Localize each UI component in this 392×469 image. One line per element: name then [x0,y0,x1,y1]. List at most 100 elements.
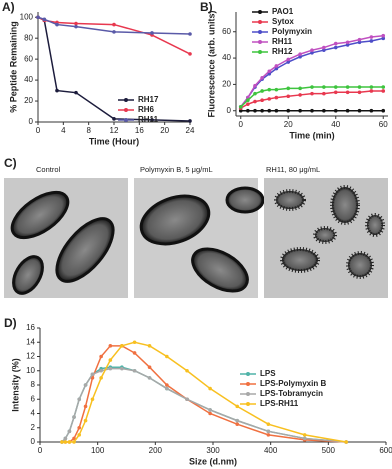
data-point [298,86,302,91]
data-point [99,376,103,380]
data-point [266,422,271,426]
legend-marker [258,40,262,44]
y-tick-label: 20 [222,80,231,89]
data-point [67,440,72,444]
data-point [302,436,307,441]
data-point [369,35,374,39]
data-point [310,51,314,55]
data-point [266,429,271,434]
data-point [74,90,78,95]
data-point [108,366,113,371]
cell [139,194,211,246]
data-point [83,383,88,387]
data-point [310,108,314,113]
data-point [72,436,76,441]
data-point [150,31,154,35]
data-point [381,108,386,113]
x-tick-label: 20 [284,120,293,129]
micrograph-caption: Control [36,165,61,174]
data-point [253,91,257,96]
legend-marker [246,392,250,396]
data-point [286,60,291,64]
data-point [120,366,124,371]
data-point [188,32,192,36]
y-axis-label: Intensity (%) [10,358,20,412]
data-point [310,91,314,96]
y-tick-label: 16 [26,323,35,332]
data-point [274,108,279,113]
data-point [381,36,386,41]
y-tick-label: 12 [26,352,35,361]
data-point [333,108,338,113]
data-point [322,91,326,96]
legend-label: LPS-RH11 [260,399,299,408]
legend-label: Polymyxin [272,27,312,36]
data-point [235,422,240,426]
data-point [150,118,154,122]
data-point [260,89,264,93]
data-point [357,90,362,95]
data-point [381,33,386,38]
legend-marker [124,108,128,112]
data-point [74,24,78,29]
x-tick-label: 8 [86,126,91,135]
y-tick-label: 6 [31,394,36,403]
data-point [36,15,40,20]
data-point [77,397,82,402]
cells [274,185,385,279]
micrograph-caption: Polymyxin B, 5 μg/mL [140,165,213,174]
data-point [246,108,250,113]
data-point [345,85,350,89]
data-point [72,440,76,444]
y-tick-label: 40 [222,53,231,62]
data-point [333,90,338,95]
x-tick-label: 60 [379,120,388,129]
cell [12,255,44,295]
y-tick-label: 4 [31,409,36,418]
data-point [185,397,189,402]
data-point [165,383,169,387]
data-point [77,425,82,430]
data-point [260,98,264,103]
x-tick-label: 500 [322,446,336,455]
data-point [235,404,240,409]
data-point [67,429,72,434]
data-point [83,404,88,409]
legend-marker [258,10,262,14]
legend-label: RH6 [138,105,155,114]
data-point [260,76,264,80]
data-point [63,440,68,444]
legend-label: LPS [260,369,276,378]
data-point [322,108,326,113]
data-point [274,66,279,71]
data-point [369,85,374,89]
legend-label: LPS-Polymyxin B [260,379,326,388]
data-point [235,418,240,423]
data-point [369,39,374,43]
y-tick-label: 40 [24,75,33,84]
data-point [253,99,257,104]
legend-label: RH11 [138,115,159,124]
y-tick-label: 0 [31,437,36,446]
data-point [165,386,169,391]
data-point [267,87,272,92]
data-point [286,108,291,113]
y-tick-label: 80 [24,33,33,42]
data-point [208,411,212,416]
data-point [322,85,326,89]
legend-marker [258,20,262,24]
data-point [345,90,350,95]
data-point [357,37,362,42]
data-point [132,368,137,373]
data-point [238,104,243,109]
data-point [381,85,386,89]
data-point [286,86,291,91]
data-point [120,344,124,348]
data-point [369,108,374,113]
series-line [240,34,384,108]
legend-label: RH12 [272,47,293,56]
data-point [238,108,243,113]
y-tick-label: 0 [227,106,232,115]
legend-label: RH17 [138,95,159,104]
